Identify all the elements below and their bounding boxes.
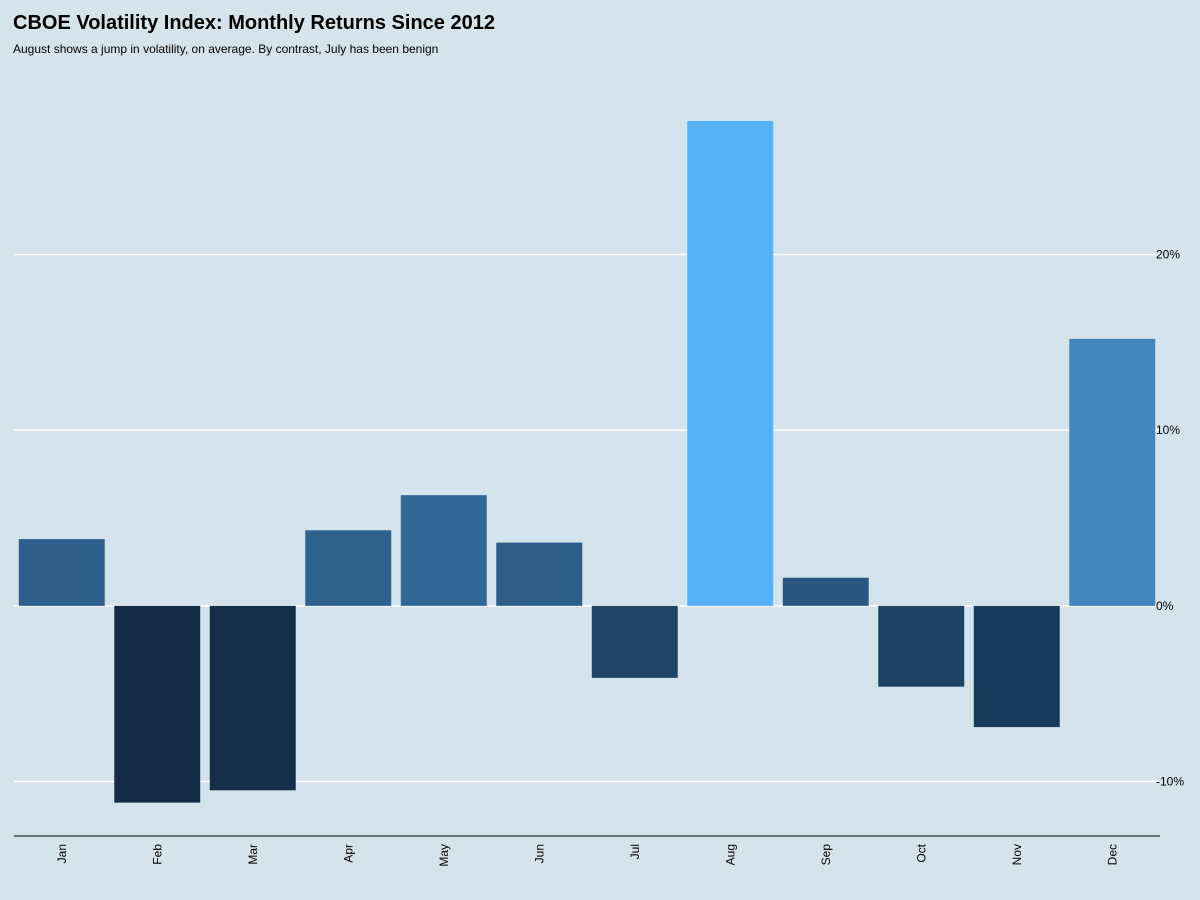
x-tick-label: Apr [341,844,355,863]
y-tick-label: 0% [1156,599,1174,613]
bar-sep [782,577,869,606]
gridlines [14,253,1160,783]
y-tick-label: -10% [1156,775,1184,789]
bar-jul [591,605,678,678]
x-axis-labels: Jan Feb Mar Apr May Jun Jul Aug Sep Oct Nov Dec [55,843,1120,866]
bar-mar [209,605,296,791]
x-tick-label: May [437,844,451,867]
chart-title: CBOE Volatility Index: Monthly Returns S… [13,12,495,34]
bar-nov [973,605,1060,728]
x-tick-label: Jan [55,844,69,863]
bar-feb [114,605,201,803]
bar-apr [305,530,392,606]
bar-may [400,495,487,606]
y-tick-label: 20% [1156,247,1180,261]
x-tick-label: Aug [723,844,737,865]
x-tick-label: Nov [1010,844,1024,865]
y-tick-label: 10% [1156,423,1180,437]
bars [18,120,1156,803]
x-tick-label: Feb [150,844,164,865]
x-tick-label: Sep [819,844,833,866]
bar-jun [496,542,583,606]
bar-oct [878,605,965,687]
bar-jan [18,539,105,606]
chart-subtitle: August shows a jump in volatility, on av… [13,42,439,56]
bar-aug [687,120,774,606]
x-tick-label: Jul [628,844,642,859]
x-tick-label: Dec [1105,844,1119,865]
x-tick-label: Mar [246,844,260,865]
bar-dec [1069,338,1156,606]
x-tick-label: Jun [532,844,546,863]
y-axis-ticks: -10% 0% 10% 20% [1156,247,1184,788]
x-tick-label: Oct [914,843,928,862]
